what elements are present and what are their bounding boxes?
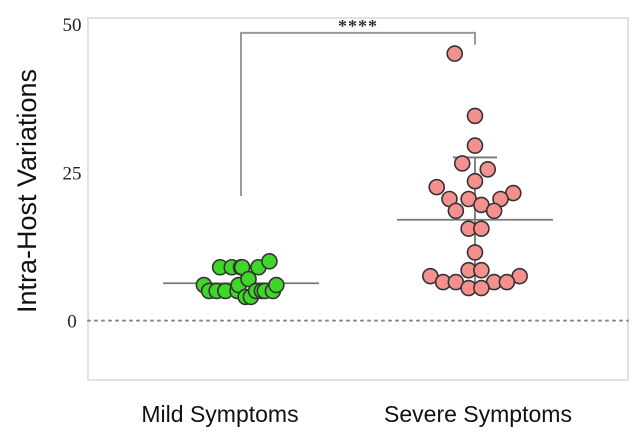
category-label-severe: Severe Symptoms: [384, 401, 572, 427]
data-point: [261, 253, 278, 270]
data-points: [195, 45, 528, 306]
data-point: [466, 244, 484, 261]
data-point: [473, 279, 490, 297]
data-point: [240, 270, 257, 288]
data-point: [446, 45, 464, 62]
significance-label: ****: [338, 16, 378, 36]
data-point: [479, 161, 497, 178]
y-tick-label: 25: [63, 163, 82, 184]
plot-border: [87, 17, 629, 381]
y-axis-label: Intra-Host Variations: [12, 69, 42, 313]
data-point: [453, 155, 471, 172]
data-point: [473, 261, 490, 279]
data-point: [268, 276, 285, 294]
data-point: [466, 137, 484, 154]
y-axis-ticks: 0 25 50: [63, 15, 82, 333]
y-tick-label: 50: [63, 15, 82, 36]
category-label-mild: Mild Symptoms: [141, 401, 298, 427]
significance-bracket: [240, 31, 476, 197]
data-point: [428, 178, 446, 196]
data-point: [466, 107, 484, 125]
data-point: [485, 202, 503, 220]
data-point: [498, 273, 516, 291]
data-point: [466, 172, 484, 190]
plot-frame: [87, 17, 629, 381]
y-tick-label: 0: [67, 312, 77, 333]
bracket-line: [240, 31, 476, 197]
data-point: [447, 202, 465, 220]
data-point: [473, 220, 490, 237]
